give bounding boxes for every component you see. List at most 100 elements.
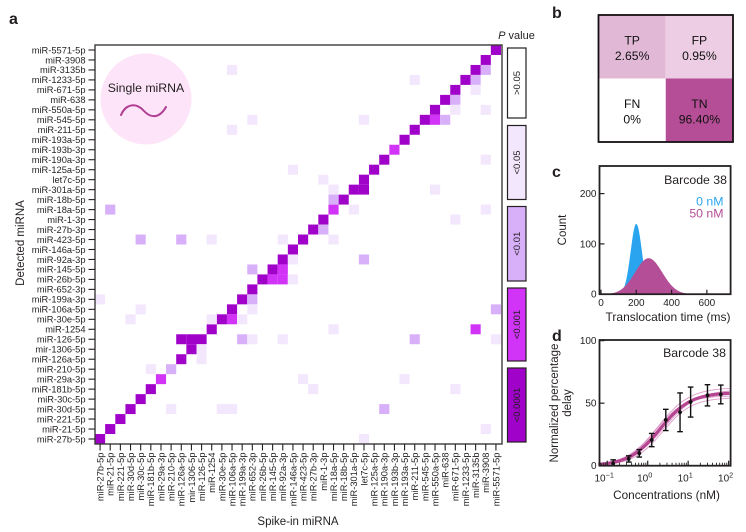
svg-text:Translocation time (ms): Translocation time (ms) [606, 310, 731, 324]
svg-text:miR-30d-5p: miR-30d-5p [37, 404, 86, 414]
svg-text:miR-146a-5p: miR-146a-5p [32, 245, 86, 255]
svg-text:100: 100 [580, 239, 597, 250]
svg-text:<0.05: <0.05 [512, 150, 523, 174]
svg-text:c: c [552, 164, 561, 181]
svg-text:let7c-5p: let7c-5p [359, 453, 369, 486]
svg-text:miR-21-5p: miR-21-5p [42, 424, 85, 434]
svg-text:miR-18a-5p: miR-18a-5p [329, 453, 339, 502]
svg-text:miR-190a-3p: miR-190a-3p [380, 453, 390, 507]
svg-text:miR-199a-3p: miR-199a-3p [32, 295, 86, 305]
svg-text:miR-92a-3p: miR-92a-3p [278, 453, 288, 502]
svg-text:miR-145-5p: miR-145-5p [37, 265, 86, 275]
svg-text:miR-190a-3p: miR-190a-3p [32, 155, 86, 165]
svg-text:0.95%: 0.95% [682, 49, 717, 63]
svg-text:miR-106a-5p: miR-106a-5p [32, 305, 86, 315]
svg-text:miR-423-5p: miR-423-5p [37, 235, 86, 245]
svg-text:miR-221-5p: miR-221-5p [116, 453, 126, 502]
svg-text:P value: P value [498, 30, 535, 42]
svg-text:mir-1306-5p: mir-1306-5p [187, 453, 197, 503]
svg-text:miR-638: miR-638 [441, 453, 451, 488]
svg-text:miR-145-5p: miR-145-5p [268, 453, 278, 502]
svg-text:FN: FN [624, 97, 640, 111]
svg-text:miR-550a-5p: miR-550a-5p [32, 105, 86, 115]
svg-text:TN: TN [691, 97, 707, 111]
svg-text:<0.0001: <0.0001 [512, 388, 523, 423]
svg-text:400: 400 [663, 298, 680, 309]
svg-text:miR-1233-5p: miR-1233-5p [32, 75, 86, 85]
svg-text:miR-210-5p: miR-210-5p [167, 453, 177, 502]
svg-text:<0.01: <0.01 [512, 232, 523, 256]
svg-text:200: 200 [628, 298, 645, 309]
svg-text:miR-652-3p: miR-652-3p [248, 453, 258, 502]
svg-text:let7c-5p: let7c-5p [52, 175, 85, 185]
svg-text:Detected miRNA: Detected miRNA [15, 200, 27, 286]
svg-text:0: 0 [591, 290, 597, 301]
svg-text:miR-301a-5p: miR-301a-5p [349, 453, 359, 507]
svg-text:miR-30e-5p: miR-30e-5p [217, 453, 227, 502]
svg-text:Spike-in miRNA: Spike-in miRNA [257, 516, 338, 528]
svg-text:miR-671-5p: miR-671-5p [451, 453, 461, 502]
svg-text:miR-27b-3p: miR-27b-3p [37, 225, 86, 235]
svg-text:miR-550a-5p: miR-550a-5p [430, 453, 440, 507]
svg-text:0: 0 [591, 461, 597, 472]
svg-text:miR-193a-5p: miR-193a-5p [400, 453, 410, 507]
svg-text:miR-27b-3p: miR-27b-3p [309, 453, 319, 502]
svg-text:miR-3908: miR-3908 [481, 453, 491, 493]
svg-text:miR-211-5p: miR-211-5p [410, 453, 420, 501]
svg-text:Count: Count [557, 214, 569, 245]
svg-text:miR-181b-5p: miR-181b-5p [32, 384, 86, 394]
svg-text:miR-423-5p: miR-423-5p [298, 453, 308, 502]
svg-text:<0.001: <0.001 [512, 310, 523, 339]
svg-text:miR-26b-5p: miR-26b-5p [258, 453, 268, 502]
svg-text:miR-221-5p: miR-221-5p [37, 414, 86, 424]
svg-text:miR-1-3p: miR-1-3p [47, 215, 85, 225]
svg-text:miR-1233-5p: miR-1233-5p [461, 453, 471, 507]
svg-text:miR-29a-3p: miR-29a-3p [37, 374, 86, 384]
svg-text:TP: TP [624, 34, 640, 48]
svg-text:miR-545-5p: miR-545-5p [420, 453, 430, 502]
svg-text:miR-3135b: miR-3135b [471, 453, 481, 498]
svg-text:miR-126a-5p: miR-126a-5p [177, 453, 187, 507]
svg-text:100: 100 [580, 336, 597, 347]
svg-text:miR-21-5p: miR-21-5p [106, 453, 116, 496]
svg-text:miR-125a-5p: miR-125a-5p [370, 453, 380, 507]
svg-text:miR-92a-3p: miR-92a-3p [37, 255, 86, 265]
svg-text:miR-126-5p: miR-126-5p [37, 335, 86, 345]
svg-text:Barcode 38: Barcode 38 [664, 173, 727, 187]
svg-text:miR-106a-5p: miR-106a-5p [227, 453, 237, 507]
svg-text:Concentrations (nM): Concentrations (nM) [613, 488, 720, 502]
svg-text:d: d [552, 328, 562, 345]
svg-text:a: a [9, 11, 18, 28]
svg-text:b: b [552, 5, 562, 22]
svg-text:miR-146a-5p: miR-146a-5p [288, 453, 298, 507]
svg-text:miR-210-5p: miR-210-5p [37, 364, 86, 374]
svg-text:miR-3908: miR-3908 [45, 55, 85, 65]
svg-text:50 nM: 50 nM [689, 207, 723, 221]
svg-text:miR-5571-5p: miR-5571-5p [32, 45, 86, 55]
svg-text:miR-26b-5p: miR-26b-5p [37, 275, 86, 285]
svg-text:Single miRNA: Single miRNA [108, 81, 185, 95]
svg-text:miR-126a-5p: miR-126a-5p [32, 355, 86, 365]
svg-text:96.40%: 96.40% [679, 113, 720, 127]
svg-text:miR-27b-5p: miR-27b-5p [37, 434, 86, 444]
svg-text:mir-1306-5p: mir-1306-5p [35, 345, 85, 355]
svg-text:FP: FP [692, 34, 708, 48]
svg-text:>0.05: >0.05 [512, 71, 523, 95]
svg-text:miR-301a-5p: miR-301a-5p [32, 185, 86, 195]
svg-text:miR-1254: miR-1254 [207, 453, 217, 493]
svg-text:miR-5571-5p: miR-5571-5p [491, 453, 501, 507]
svg-text:miR-30c-5p: miR-30c-5p [37, 394, 85, 404]
svg-text:miR-30c-5p: miR-30c-5p [136, 453, 146, 501]
svg-text:miR-3135b: miR-3135b [40, 65, 85, 75]
svg-text:50: 50 [585, 399, 597, 410]
svg-text:miR-30d-5p: miR-30d-5p [126, 453, 136, 502]
svg-text:miR-29a-3p: miR-29a-3p [156, 453, 166, 502]
svg-text:miR-18a-5p: miR-18a-5p [37, 205, 86, 215]
svg-text:miR-545-5p: miR-545-5p [37, 115, 86, 125]
svg-text:0%: 0% [623, 113, 641, 127]
svg-text:200: 200 [580, 189, 597, 200]
svg-text:2.65%: 2.65% [615, 49, 650, 63]
svg-text:miR-638: miR-638 [50, 95, 85, 105]
svg-text:miR-671-5p: miR-671-5p [37, 85, 86, 95]
svg-text:miR-30e-5p: miR-30e-5p [37, 315, 86, 325]
